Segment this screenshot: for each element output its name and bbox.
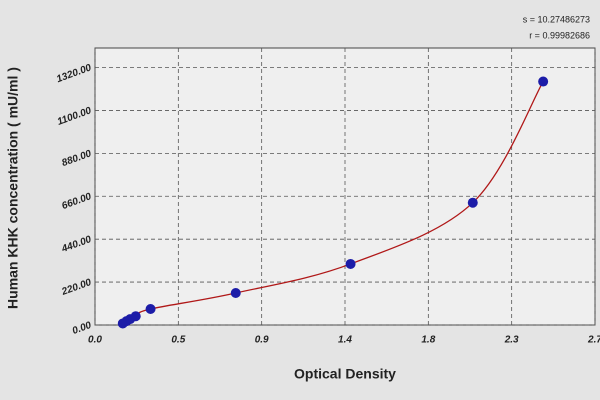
plot-area [94,47,596,326]
annotation: r = 0.99982686 [529,30,590,40]
x-tick-label: 0.5 [171,335,185,346]
annotation: s = 10.27486273 [523,14,590,24]
y-tick-label: 1320.00 [55,62,93,85]
y-axis-label: Human KHK concentration ( mU/ml ) [5,67,21,309]
x-tick-label: 0.0 [88,335,102,346]
data-point [230,288,241,299]
data-point [130,311,141,322]
y-tick-label: 660.00 [60,191,93,212]
x-tick-label: 0.9 [255,335,269,346]
x-tick-label: 2.7 [587,335,600,346]
y-tick-label: 880.00 [60,148,93,169]
data-point [345,258,356,269]
y-tick-label: 220.00 [59,277,93,298]
data-point [538,76,549,87]
x-tick-label: 1.4 [338,335,352,346]
data-point [145,304,156,315]
x-tick-label: 2.3 [504,335,519,346]
data-point [467,197,478,208]
x-axis-label: Optical Density [294,366,396,382]
y-tick-label: 1100.00 [56,105,93,128]
x-tick-label: 1.8 [421,335,435,346]
y-tick-label: 440.00 [59,234,93,255]
